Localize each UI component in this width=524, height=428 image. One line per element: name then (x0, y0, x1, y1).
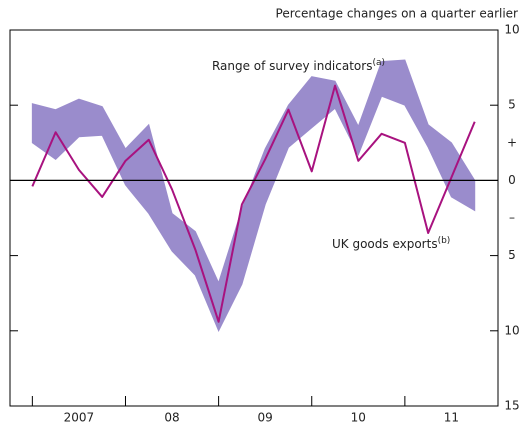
line-label-note: (b) (438, 236, 451, 246)
y-tick-label: 0 (508, 173, 516, 187)
exports-line (31, 84, 476, 323)
x-tick-label: 08 (164, 411, 179, 425)
x-tick-label: 11 (444, 411, 459, 425)
x-tick-label: 09 (258, 411, 273, 425)
line-label: UK goods exports(b) (332, 236, 450, 251)
band-label-note: (a) (372, 58, 385, 68)
band-label: Range of survey indicators(a) (212, 58, 385, 73)
y-tick-label: 10 (504, 23, 519, 37)
x-tick-label: 2007 (64, 411, 95, 425)
sign-label: + (507, 135, 517, 149)
line-label-name: UK goods exports (332, 237, 438, 251)
y-tick-label: 10 (504, 323, 519, 337)
y-tick-label: 5 (508, 98, 516, 112)
band-label-name: Range of survey indicators (212, 59, 373, 73)
y-axis-label: Percentage changes on a quarter earlier (276, 7, 519, 21)
plot-frame (9, 29, 499, 407)
sign-label: – (509, 211, 515, 225)
x-tick-label: 10 (351, 411, 366, 425)
y-tick-label: 15 (504, 399, 519, 413)
y-tick-label: 5 (508, 248, 516, 262)
range-band (31, 59, 476, 332)
